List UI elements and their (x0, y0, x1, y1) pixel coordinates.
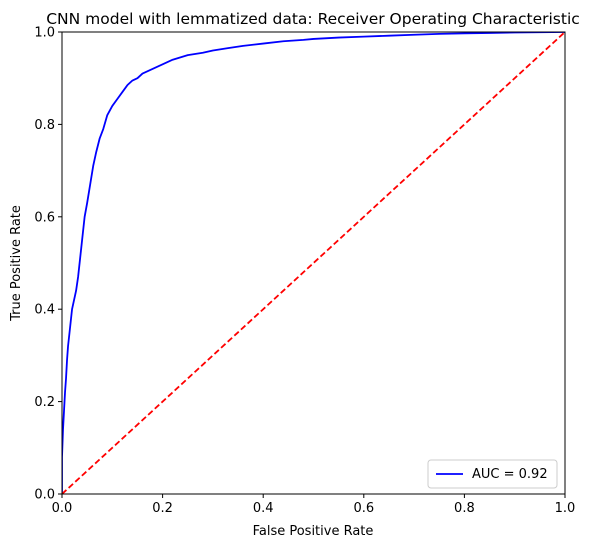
y-axis: 0.0 0.2 0.4 0.6 0.8 1.0 (34, 26, 62, 503)
y-tick-label: 1.0 (34, 26, 55, 41)
y-tick-label: 0.4 (34, 303, 55, 318)
y-tick-label: 0.6 (34, 210, 55, 225)
chart-title: CNN model with lemmatized data: Receiver… (46, 10, 580, 28)
y-axis-label: True Positive Rate (9, 205, 24, 322)
y-tick-label: 0.2 (34, 395, 55, 410)
plot-frame (61, 31, 566, 495)
legend: AUC = 0.92 (427, 459, 558, 489)
legend-box (427, 459, 558, 489)
y-tick-label: 0.8 (34, 118, 55, 133)
x-axis-label: False Positive Rate (253, 524, 374, 539)
plot-area (61, 31, 566, 495)
legend-label: AUC = 0.92 (472, 467, 548, 482)
x-tick-label: 0.0 (52, 501, 73, 516)
x-tick-label: 0.8 (454, 501, 475, 516)
x-tick-label: 1.0 (555, 501, 576, 516)
chance-diagonal-line (62, 32, 565, 494)
x-tick-label: 0.4 (253, 501, 274, 516)
roc-curve-line (62, 32, 565, 494)
x-axis: 0.0 0.2 0.4 0.6 0.8 1.0 (52, 494, 576, 516)
y-tick-label: 0.0 (34, 488, 55, 503)
x-tick-label: 0.6 (353, 501, 374, 516)
x-tick-label: 0.2 (152, 501, 173, 516)
